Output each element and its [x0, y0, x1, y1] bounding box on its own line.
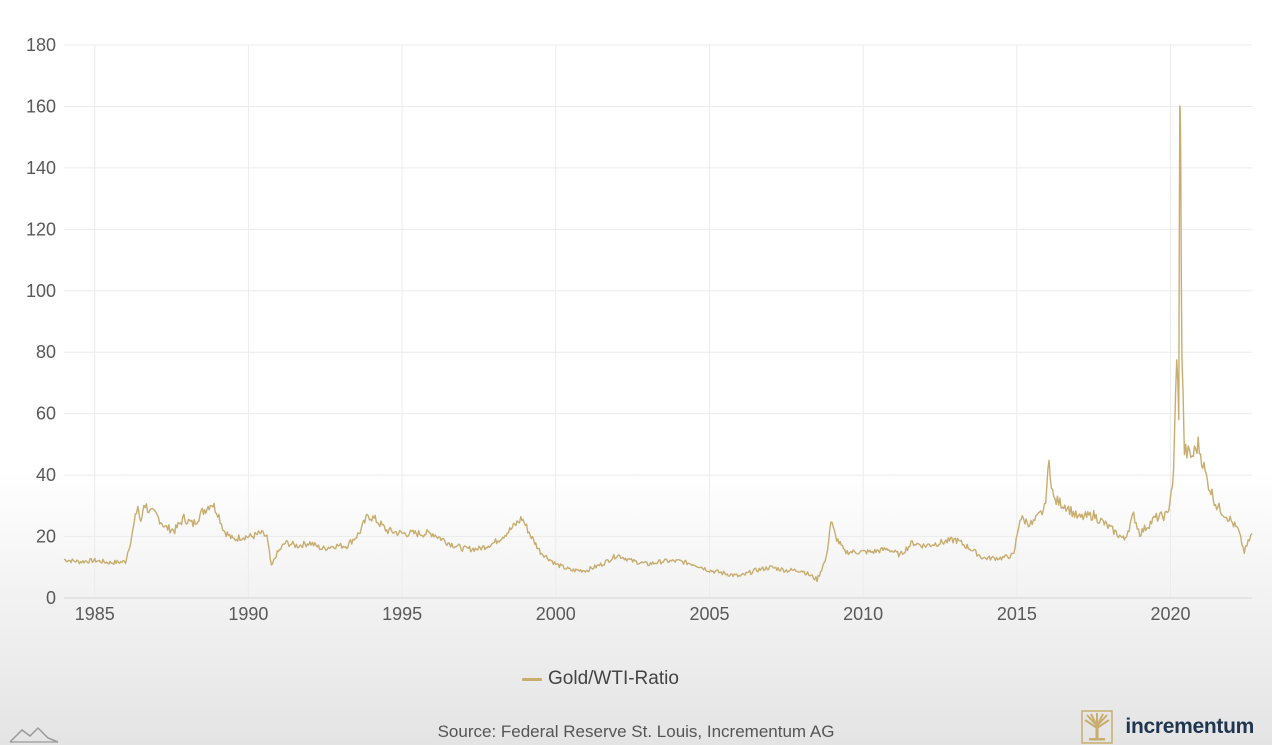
- y-tick-label: 20: [36, 527, 56, 547]
- grid: [64, 44, 1252, 598]
- x-tick-label: 1985: [75, 604, 115, 624]
- legend-swatch: [522, 677, 542, 681]
- legend: Gold/WTI-Ratio: [522, 668, 679, 690]
- y-tick-label: 140: [26, 158, 56, 178]
- tree-logo-icon: [1081, 710, 1114, 744]
- axes: 0 20 40 60 80 100 120 140 160 180 1985 1990 1995 2000…: [26, 35, 1252, 624]
- y-tick-label: 120: [26, 219, 56, 239]
- x-tick-label: 2010: [843, 604, 883, 624]
- legend-label: Gold/WTI-Ratio: [548, 668, 679, 689]
- brand-name: incrementum: [1125, 715, 1254, 738]
- chart-mountain-icon: [9, 726, 59, 743]
- series-layer: [63, 105, 1253, 583]
- y-tick-label: 160: [26, 96, 56, 116]
- brand-logo: incrementum: [1081, 710, 1254, 744]
- y-tick-label: 100: [26, 281, 56, 301]
- y-tick-label: 180: [26, 35, 56, 55]
- x-tick-label: 2015: [997, 604, 1037, 624]
- x-tick-label: 1990: [228, 604, 268, 624]
- x-tick-label: 2005: [689, 604, 729, 624]
- x-tick-label: 2000: [536, 604, 576, 624]
- y-tick-label: 40: [36, 465, 56, 485]
- y-tick-label: 80: [36, 342, 56, 362]
- y-tick-label: 60: [36, 404, 56, 424]
- y-tick-label: 0: [46, 588, 56, 608]
- x-tick-label: 2020: [1151, 604, 1191, 624]
- x-tick-label: 1995: [382, 604, 422, 624]
- source-note: Source: Federal Reserve St. Louis, Incre…: [437, 722, 835, 741]
- series-line-gold-wti-ratio: [63, 105, 1253, 583]
